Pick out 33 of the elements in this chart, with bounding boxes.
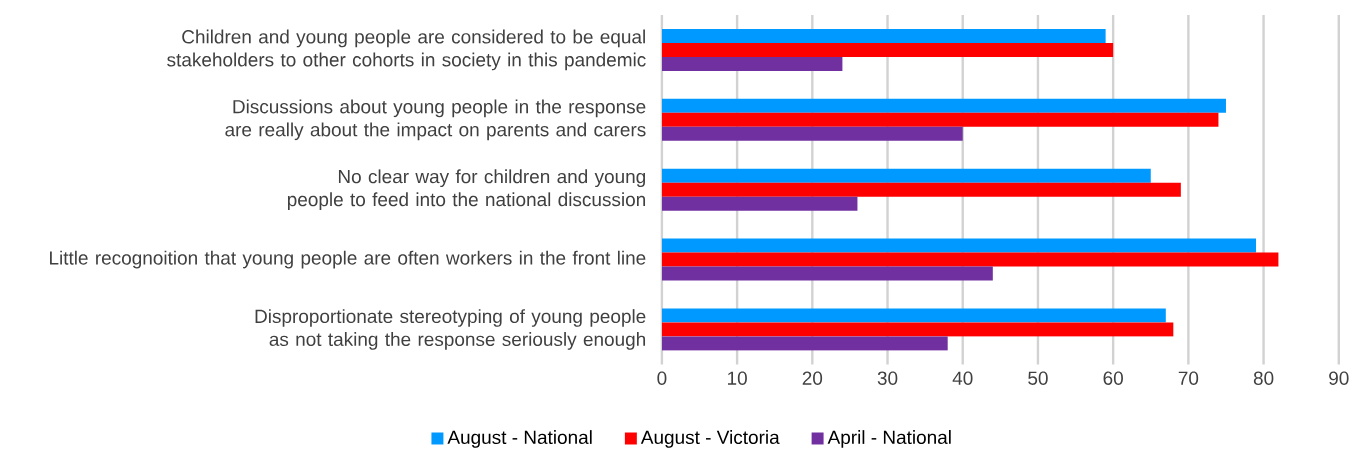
x-tick-label: 60 <box>1103 371 1123 385</box>
x-tick-label: 30 <box>877 371 898 385</box>
bar <box>661 28 1106 43</box>
x-tick-label: 20 <box>802 371 823 385</box>
x-tick-label: 0 <box>657 371 667 385</box>
y-tick-label: Discussions about young people in the response are really about the impact on parents and carers <box>225 99 646 141</box>
y-tick-label: No clear way for children and young people to feed into the national discussion <box>287 169 646 210</box>
bar <box>661 126 963 141</box>
bar <box>661 252 1279 267</box>
x-tick-label: 40 <box>952 371 973 385</box>
x-tick-label: 80 <box>1253 371 1274 385</box>
x-tick-label: 90 <box>1329 371 1349 385</box>
y-tick-label: Little recognoition that young people are often workers in the front line <box>50 250 646 269</box>
bar <box>661 336 948 351</box>
bar <box>661 42 1114 57</box>
bar <box>661 182 1181 197</box>
bar <box>661 308 1166 323</box>
legend-label: April - National <box>827 430 951 448</box>
bar <box>661 168 1151 183</box>
bar <box>661 98 1226 113</box>
x-tick-label: 10 <box>728 371 747 385</box>
y-tick-label: Children and young people are considered to be equal stakeholders to other cohorts in society in this pandemic <box>167 29 646 71</box>
bar <box>661 196 858 211</box>
bar <box>661 322 1174 337</box>
x-tick-label: 50 <box>1028 371 1048 385</box>
bar <box>661 56 843 71</box>
legend-label: August - National <box>447 430 592 448</box>
bar <box>661 238 1257 253</box>
legend-label: August - Victoria <box>640 430 780 448</box>
bar <box>661 112 1219 127</box>
bar <box>661 266 993 281</box>
y-tick-label: Disproportionate stereotyping of young people as not taking the response seriously enough <box>255 309 646 350</box>
x-tick-label: 70 <box>1178 371 1199 385</box>
